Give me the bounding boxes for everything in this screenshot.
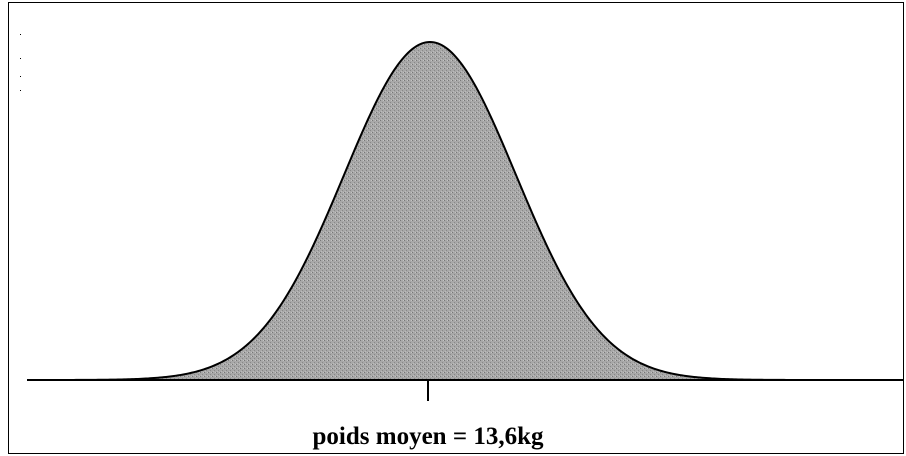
mean-label: poids moyen = 13,6kg bbox=[313, 423, 544, 450]
frame bbox=[8, 2, 904, 454]
margin-dots bbox=[20, 34, 21, 91]
bell-curve bbox=[27, 40, 831, 381]
